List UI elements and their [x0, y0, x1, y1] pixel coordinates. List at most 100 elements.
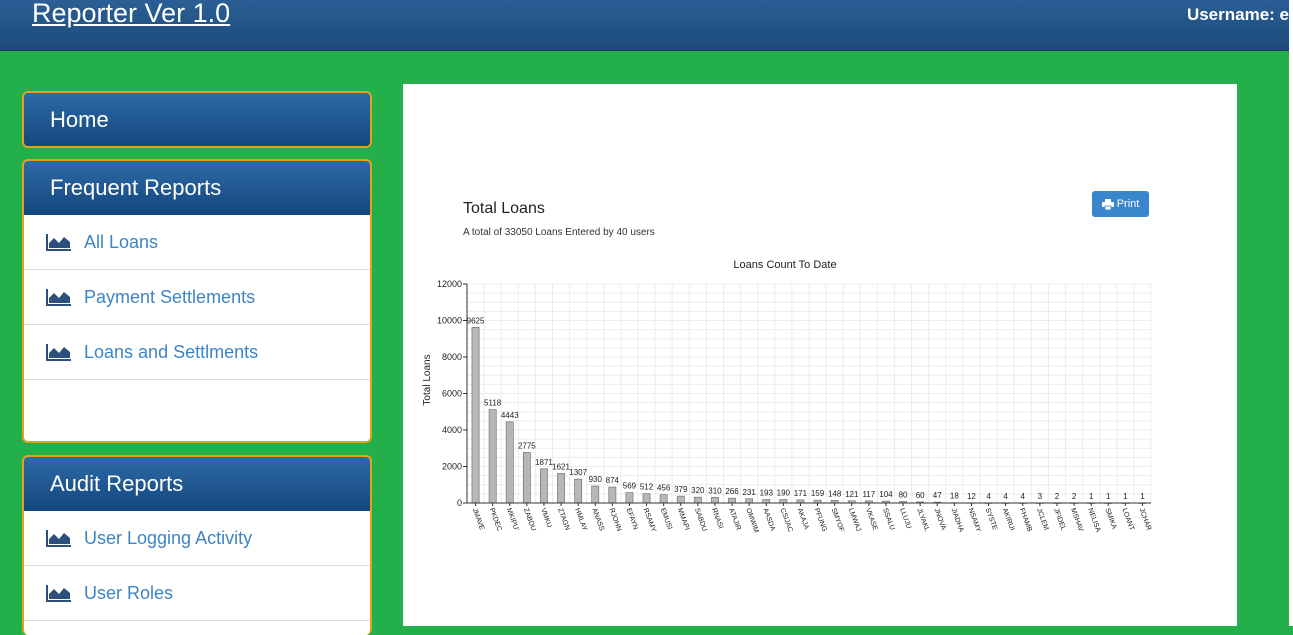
- bar-value-label: 231: [742, 488, 756, 497]
- bar-value-label: 569: [623, 482, 637, 491]
- y-tick-label: 6000: [442, 389, 462, 399]
- x-tick-label: LOANT: [1120, 507, 1135, 532]
- bar: [693, 496, 702, 504]
- bar: [505, 421, 514, 504]
- bar-value-label: 1871: [535, 458, 553, 467]
- x-tick-label: JMAVE: [471, 507, 485, 531]
- bar: [642, 493, 651, 504]
- bar-value-label: 310: [708, 486, 722, 495]
- printer-icon: [1101, 198, 1114, 210]
- loans-bar-chart: Loans Count To Date Total Loans 9625 5118…: [422, 259, 1153, 534]
- x-tick-label: FHAMB: [1018, 507, 1033, 533]
- bar-value-label: 512: [640, 483, 654, 492]
- bar-value-label: 5118: [484, 399, 502, 408]
- x-tick-label: ZTAGN: [556, 507, 571, 531]
- chart-title: Loans Count To Date: [733, 259, 836, 271]
- print-button[interactable]: Print: [1092, 191, 1149, 217]
- bar-value-label: 4443: [501, 411, 519, 420]
- chart-icon: [46, 584, 72, 602]
- bar-value-label: 117: [862, 490, 875, 499]
- bar-value-label: 148: [828, 489, 842, 498]
- y-tick-label: 8000: [442, 352, 462, 362]
- x-tick-label: RJOHN: [607, 507, 622, 532]
- report-subtitle: A total of 33050 Loans Entered by 40 use…: [463, 227, 655, 238]
- sidebar-item-all-loans[interactable]: All Loans: [24, 215, 370, 270]
- x-tick-label: VMKU: [539, 507, 552, 528]
- bar-value-label: 1: [1106, 492, 1111, 501]
- bar-value-label: 4: [1021, 492, 1026, 501]
- bar-value-label: 60: [916, 491, 925, 500]
- x-tick-label: OMWIM: [744, 507, 759, 534]
- bar: [540, 468, 548, 504]
- chart-icon: [46, 233, 72, 251]
- bar-value-label: 193: [760, 488, 774, 497]
- y-tick-label: 0: [457, 498, 462, 508]
- chart-icon: [46, 288, 72, 306]
- print-button-label: Print: [1116, 198, 1140, 210]
- sidebar-item-user-logging-activity[interactable]: User Logging Activity: [24, 511, 370, 566]
- x-tick-label: HMLAY: [573, 507, 588, 532]
- x-tick-label: MMAPI: [676, 507, 690, 531]
- x-tick-label: JFIDEL: [1052, 507, 1067, 531]
- sidebar-item-user-roles[interactable]: User Roles: [24, 566, 370, 621]
- bar-value-label: 2: [1055, 492, 1060, 501]
- x-tick-label: LMWAJ: [847, 507, 862, 532]
- bar-value-label: 1: [1140, 492, 1145, 501]
- bar-value-label: 12: [967, 492, 976, 501]
- x-tick-label: AKIRUI: [1001, 507, 1016, 531]
- sidebar-item-label: Loans and Settlments: [84, 341, 259, 362]
- y-tick-label: 10000: [437, 316, 462, 326]
- bar-value-label: 47: [933, 491, 942, 500]
- bar-value-label: 874: [606, 476, 620, 485]
- x-tick-label: JIADHA: [949, 507, 964, 533]
- bar-value-label: 3: [1038, 492, 1043, 501]
- audit-reports-panel: Audit Reports User Logging Activity User…: [22, 455, 372, 635]
- x-tick-label: LLUJU: [898, 507, 912, 530]
- bar: [762, 499, 771, 504]
- sidebar-item-label: All Loans: [84, 231, 159, 252]
- x-tick-label: ANASS: [590, 507, 605, 532]
- bar: [745, 498, 754, 504]
- chart-icon: [46, 529, 72, 547]
- y-tick-label: 4000: [442, 425, 462, 435]
- bar-value-label: 4: [986, 492, 991, 501]
- app-title-link[interactable]: Reporter Ver 1.0: [32, 0, 231, 28]
- x-tick-label: RNASI: [710, 507, 724, 530]
- x-tick-label: SYSTE: [984, 507, 999, 531]
- x-tick-label: JCLEM: [1035, 507, 1049, 531]
- bar: [608, 486, 617, 504]
- sidebar-item-label: User Roles: [84, 582, 174, 603]
- bar: [471, 327, 480, 504]
- bar: [522, 452, 531, 504]
- bar-value-label: 190: [777, 489, 791, 498]
- home-nav-button[interactable]: Home: [24, 93, 370, 146]
- bar: [676, 495, 685, 504]
- x-tick-label: SABDU: [693, 507, 708, 532]
- chart-icon: [46, 343, 72, 361]
- sidebar-item-payment-settlements[interactable]: Payment Settlements: [24, 270, 370, 325]
- x-tick-label: AASDA: [761, 507, 776, 532]
- x-tick-label: PFUNG: [813, 507, 828, 532]
- x-tick-label: JCHAR: [1138, 507, 1153, 531]
- bar-value-label: 104: [879, 490, 893, 499]
- bar: [659, 494, 668, 504]
- bar-value-label: 320: [691, 486, 705, 495]
- top-header-bar: Reporter Ver 1.0 Username: e: [0, 0, 1293, 51]
- x-tick-label: JNOVA: [932, 507, 946, 531]
- frequent-reports-heading: Frequent Reports: [24, 161, 370, 215]
- bar-value-label: 1307: [569, 468, 587, 477]
- bar-value-label: 1621: [552, 462, 570, 471]
- bar-value-label: 121: [845, 490, 859, 499]
- report-title: Total Loans: [463, 200, 545, 217]
- audit-reports-heading: Audit Reports: [24, 457, 370, 511]
- sidebar-item-loans-and-settlments[interactable]: Loans and Settlments: [24, 325, 370, 380]
- x-tick-label: NSAMY: [967, 507, 982, 533]
- bar: [779, 499, 788, 504]
- x-tick-label: ATAJIR: [727, 507, 741, 531]
- x-tick-label: EFAYN: [625, 507, 639, 530]
- x-tick-label: NELISA: [1086, 507, 1101, 533]
- bar-value-label: 1: [1089, 492, 1094, 501]
- bar-value-label: 171: [794, 489, 808, 498]
- username-label: Username: e: [1186, 5, 1289, 24]
